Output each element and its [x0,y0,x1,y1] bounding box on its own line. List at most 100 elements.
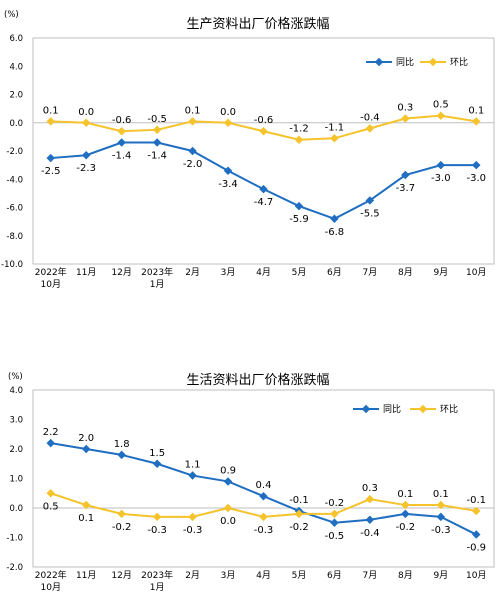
y-unit-label: (%) [4,10,19,20]
data-point [472,530,481,539]
data-label-mom: 0.3 [362,483,378,494]
legend-mom-marker [428,57,438,67]
data-point [152,138,162,147]
data-point [117,450,126,460]
chart-title: 生活资料出厂价格涨跌幅 [186,372,329,388]
data-label-yoy: 1.5 [149,448,165,459]
data-label-mom: 0.1 [43,105,59,116]
y-tick-label: 3.0 [9,416,23,426]
data-point [330,509,339,519]
data-point [46,489,55,498]
x-tick-label: 4月 [256,570,271,581]
x-tick-label: 2月 [185,267,200,278]
data-point [401,170,410,180]
x-tick-label: 2月 [185,570,200,581]
data-point [81,500,91,510]
data-point [81,444,91,454]
y-unit-label: (%) [8,372,23,382]
chart-title: 生产资料出厂价格涨跌幅 [186,16,329,32]
data-point [472,506,481,516]
legend-mom-label: 环比 [440,403,458,415]
data-label-mom: -0.3 [183,525,203,536]
data-label-yoy: -0.5 [325,531,345,542]
x-tick-label: 11月 [76,570,96,581]
data-point [472,117,481,126]
data-point [401,114,410,123]
y-tick-label: -2.0 [6,563,23,573]
x-tick-label: 2023年 [141,266,173,278]
legend-yoy-label: 同比 [396,56,414,68]
data-label-yoy: 2.2 [43,427,59,438]
data-point [46,117,55,126]
data-point [81,118,91,127]
y-tick-label: -4.0 [6,175,23,185]
y-tick-label: 0.0 [9,504,23,514]
data-label-yoy: -5.5 [360,208,380,219]
x-tick-label: 2022年 [35,569,67,581]
data-label-yoy: -1.4 [112,151,132,162]
data-label-mom: 0.0 [78,107,94,118]
data-label-yoy: 1.1 [185,460,201,471]
data-label-yoy: 1.8 [114,439,130,450]
x-tick-label: 10月 [41,582,61,593]
x-tick-label: 7月 [363,570,378,581]
x-tick-label: 12月 [111,267,131,278]
x-tick-label: 5月 [292,570,307,581]
legend-mom-marker [418,404,428,414]
legend: 同比 环比 [353,403,458,415]
data-label-mom: -0.3 [147,525,167,536]
data-point [294,135,304,144]
data-label-mom: 0.5 [433,100,449,111]
data-label-yoy: -5.9 [289,214,309,225]
x-tick-label: 10月 [466,570,486,581]
data-label-mom: -0.5 [147,114,167,125]
data-label-mom: -0.6 [254,115,274,126]
data-label-mom: -0.2 [325,498,345,509]
data-label-yoy: -4.7 [254,197,274,208]
data-point [81,150,91,160]
data-label-yoy: 0.4 [256,480,272,491]
data-point [188,512,197,522]
data-label-yoy: 2.0 [78,433,94,444]
legend-yoy-marker [374,57,384,67]
data-point [259,491,268,501]
data-point [330,134,339,143]
data-point [436,160,446,170]
y-tick-label: 2.0 [9,91,23,101]
data-label-mom: -1.1 [325,122,345,133]
plot-area [32,389,495,568]
data-label-yoy: -0.3 [431,525,451,536]
data-label-mom: 0.1 [397,489,413,500]
producer-price-chart: 生产资料出厂价格涨跌幅 (%) 同比 环比 6.0 4.0 2.0 0.0 -2.0 -4… [1,10,495,290]
x-tick-label: 6月 [327,267,342,278]
y-tick-label: 6.0 [9,34,23,44]
y-tick-label: -8.0 [6,232,23,242]
data-label-yoy: -2.0 [183,159,203,170]
legend-yoy-marker [361,404,371,414]
data-point [259,184,268,194]
data-label-mom: -0.2 [112,522,132,533]
data-label-mom: -0.1 [467,495,487,506]
data-label-mom: 0.1 [433,489,449,500]
data-point [436,500,446,510]
x-tick-label: 3月 [221,570,236,581]
data-point [294,509,304,519]
x-tick-label: 8月 [398,267,413,278]
data-point [401,509,410,519]
data-label-mom: 0.3 [397,103,413,114]
data-point [365,515,375,525]
data-point [46,438,55,448]
data-point [223,477,233,486]
data-point [365,124,375,133]
x-tick-label: 9月 [433,570,448,581]
legend-yoy-label: 同比 [383,403,401,415]
data-label-yoy: -0.9 [467,543,487,554]
data-point [436,111,446,120]
data-point [152,459,162,468]
data-label-mom: -0.3 [254,525,274,536]
data-label-mom: 0.1 [468,105,484,116]
data-label-mom: 0.5 [43,501,59,512]
data-point [117,138,126,147]
x-tick-label: 10月 [41,279,61,290]
